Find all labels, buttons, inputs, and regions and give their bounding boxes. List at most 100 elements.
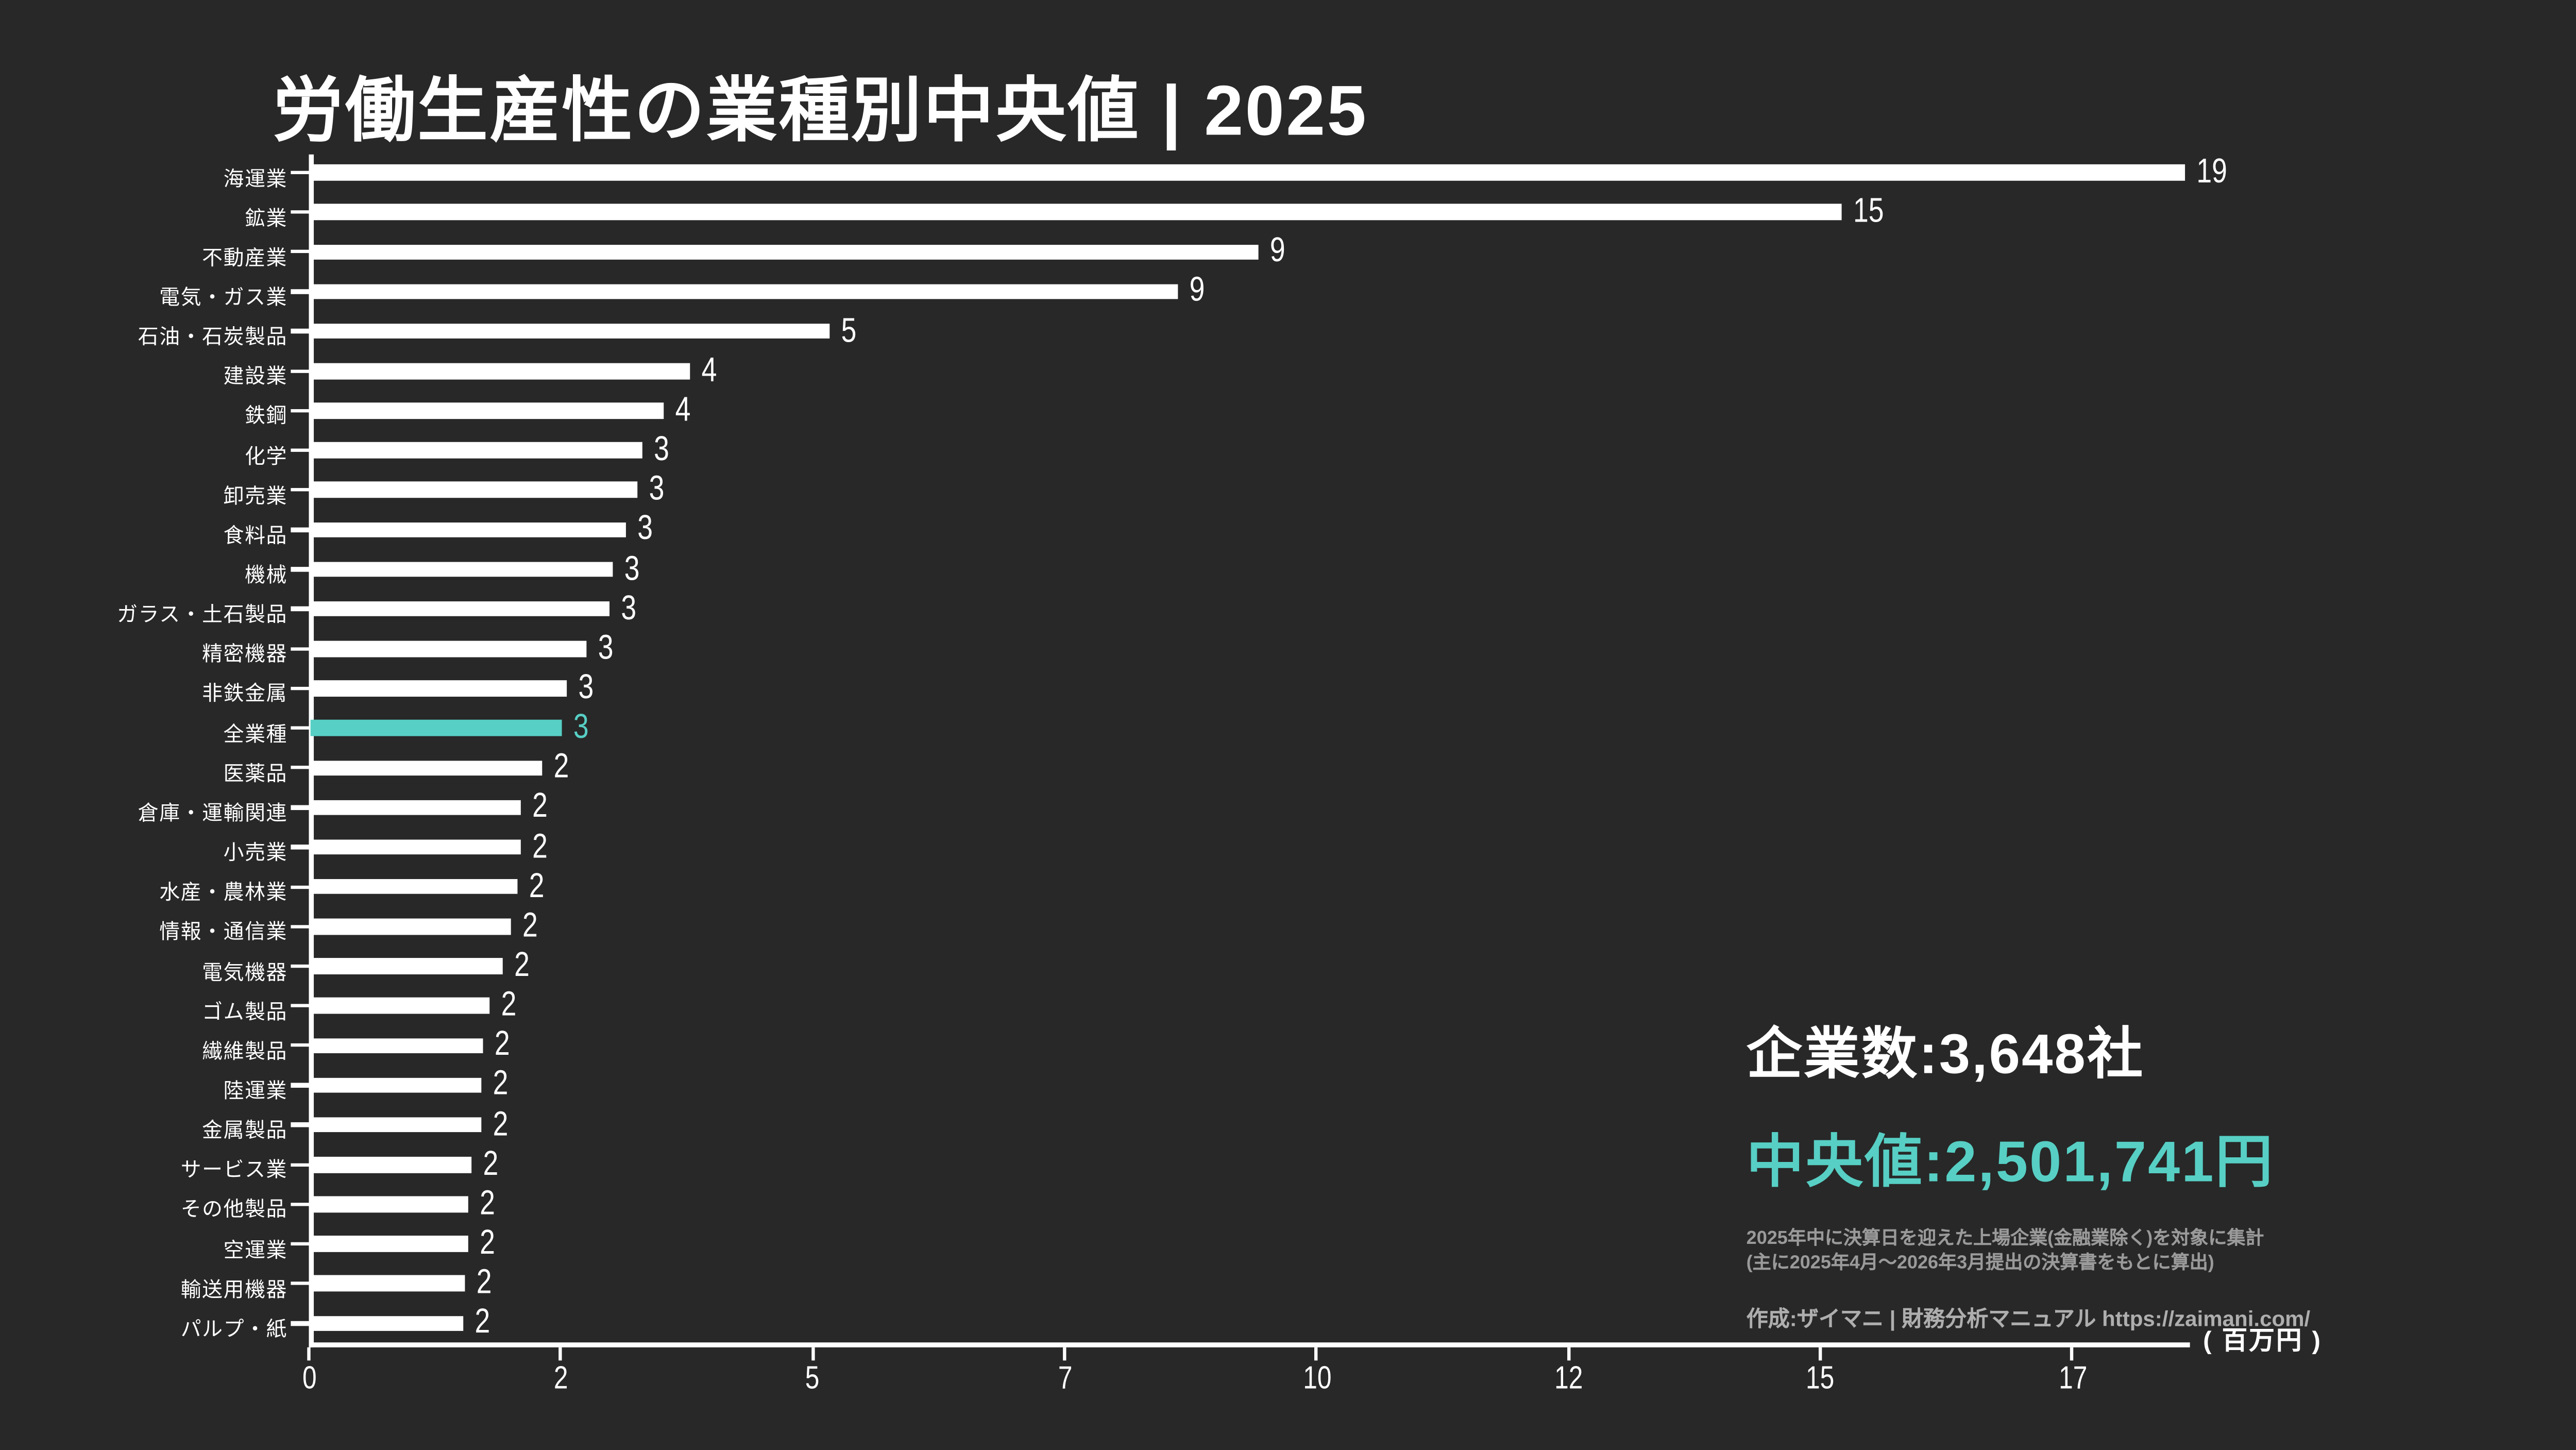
- category-label: 鉱業: [245, 206, 288, 230]
- x-axis-tick: [307, 1347, 311, 1361]
- y-axis-tick: [291, 1083, 311, 1087]
- y-axis-tick: [291, 170, 311, 175]
- x-axis-tick: [1315, 1347, 1318, 1361]
- bar: [310, 1236, 468, 1252]
- category-label: 小売業: [223, 841, 288, 865]
- category-label: ガラス・土石製品: [117, 603, 288, 627]
- summary-stats-block: 企業数:3,648社 中央値:2,501,741円 2025年中に決算日を迎えた…: [1747, 1009, 2311, 1333]
- x-axis-tick-label: 15: [1806, 1360, 1835, 1397]
- x-axis-tick-label: 2: [553, 1360, 568, 1397]
- value-label: 2: [514, 946, 530, 985]
- bar: [310, 601, 609, 617]
- y-axis-tick: [291, 1282, 311, 1286]
- category-label: 医薬品: [223, 762, 288, 785]
- category-label: 陸運業: [223, 1079, 288, 1103]
- value-label: 9: [1269, 232, 1285, 270]
- x-axis-tick: [559, 1347, 563, 1361]
- companies-count-stat: 企業数:3,648社: [1746, 1023, 2145, 1086]
- value-label: 2: [532, 787, 548, 826]
- bar: [310, 680, 568, 697]
- y-axis-tick: [291, 1202, 311, 1206]
- note-line-1: 2025年中に決算日を迎えた上場企業(金融業除く)を対象に集計: [1746, 1229, 2264, 1249]
- value-label: 3: [649, 470, 665, 508]
- value-label: 2: [531, 827, 547, 866]
- y-axis-tick: [291, 726, 311, 730]
- category-label: 電気・ガス業: [159, 285, 288, 309]
- y-axis-tick: [291, 528, 311, 532]
- value-label: 3: [624, 549, 640, 587]
- note-line-2: (主に2025年4月〜2026年3月提出の決算書をもとに算出): [1746, 1254, 2214, 1274]
- bar: [310, 839, 520, 855]
- value-label: 2: [522, 906, 538, 945]
- y-axis-tick: [291, 290, 311, 294]
- y-axis-tick: [291, 567, 311, 571]
- methodology-notes: 2025年中に決算日を迎えた上場企業(金融業除く)を対象に集計 (主に2025年…: [1747, 1227, 2311, 1277]
- y-axis-tick: [291, 924, 311, 929]
- value-label: 2: [479, 1224, 495, 1262]
- value-label: 2: [501, 986, 517, 1024]
- y-axis-tick: [291, 885, 311, 889]
- category-label: 海運業: [223, 166, 288, 190]
- bar: [310, 323, 829, 339]
- value-label: 3: [579, 668, 595, 706]
- bar: [310, 918, 511, 935]
- category-label: 金属製品: [202, 1119, 288, 1142]
- category-label: 精密機器: [202, 643, 288, 666]
- x-axis-tick: [1063, 1347, 1066, 1361]
- y-axis-tick: [291, 448, 311, 452]
- y-axis-tick: [291, 210, 311, 214]
- x-axis-tick: [1819, 1347, 1822, 1361]
- x-axis-tick-label: 10: [1302, 1360, 1331, 1397]
- category-label: 情報・通信業: [159, 920, 288, 944]
- category-label: 化学: [245, 444, 288, 468]
- value-label: 3: [573, 708, 589, 747]
- y-axis-tick: [291, 1123, 311, 1127]
- x-axis-unit-label: ( 百万円 ): [2203, 1327, 2323, 1356]
- value-label: 5: [841, 311, 857, 349]
- median-value-stat: 中央値:2,501,741円: [1746, 1130, 2275, 1195]
- category-label: サービス業: [180, 1158, 288, 1182]
- bar: [310, 760, 543, 776]
- x-axis-line: [309, 1342, 2190, 1347]
- category-label: 輸送用機器: [180, 1277, 288, 1301]
- bar: [310, 1196, 468, 1212]
- value-label: 3: [598, 629, 614, 667]
- category-label: 鉄鋼: [245, 404, 288, 428]
- y-axis-tick: [291, 488, 311, 492]
- y-axis-tick: [291, 845, 311, 849]
- bar: [310, 204, 1842, 220]
- y-axis-tick: [291, 1043, 311, 1048]
- value-label: 4: [675, 391, 691, 429]
- chart-title: 労働生産性の業種別中央値 | 2025: [273, 72, 1368, 151]
- value-label: 4: [702, 351, 718, 389]
- bar: [310, 1315, 463, 1331]
- y-axis-tick: [291, 1162, 311, 1167]
- value-label: 2: [493, 1065, 509, 1104]
- bar: [310, 1156, 471, 1173]
- value-label: 2: [553, 748, 569, 786]
- category-label: 石油・石炭製品: [138, 325, 288, 349]
- y-axis-tick: [291, 766, 311, 770]
- value-label: 2: [476, 1263, 492, 1302]
- bar: [310, 879, 517, 895]
- bar: [310, 164, 2185, 180]
- category-label: 機械: [245, 563, 288, 587]
- y-axis-tick: [291, 1004, 311, 1008]
- bar: [310, 1037, 483, 1054]
- bar: [310, 958, 503, 974]
- value-label: 9: [1189, 272, 1204, 310]
- x-axis-tick-label: 5: [805, 1360, 820, 1397]
- value-label: 15: [1854, 192, 1885, 230]
- value-label: 2: [482, 1144, 498, 1183]
- value-label: 2: [492, 1105, 508, 1143]
- value-label: 2: [494, 1025, 510, 1064]
- bar: [310, 561, 613, 578]
- credit-line: 作成:ザイマニ | 財務分析マニュアル https://zaimani.com/: [1746, 1306, 2311, 1331]
- y-axis-tick: [291, 607, 311, 611]
- bar: [310, 1275, 465, 1292]
- y-axis-tick: [291, 409, 311, 413]
- x-axis-tick-label: 17: [2058, 1360, 2087, 1397]
- value-label: 2: [479, 1184, 495, 1223]
- category-label: 非鉄金属: [202, 682, 288, 706]
